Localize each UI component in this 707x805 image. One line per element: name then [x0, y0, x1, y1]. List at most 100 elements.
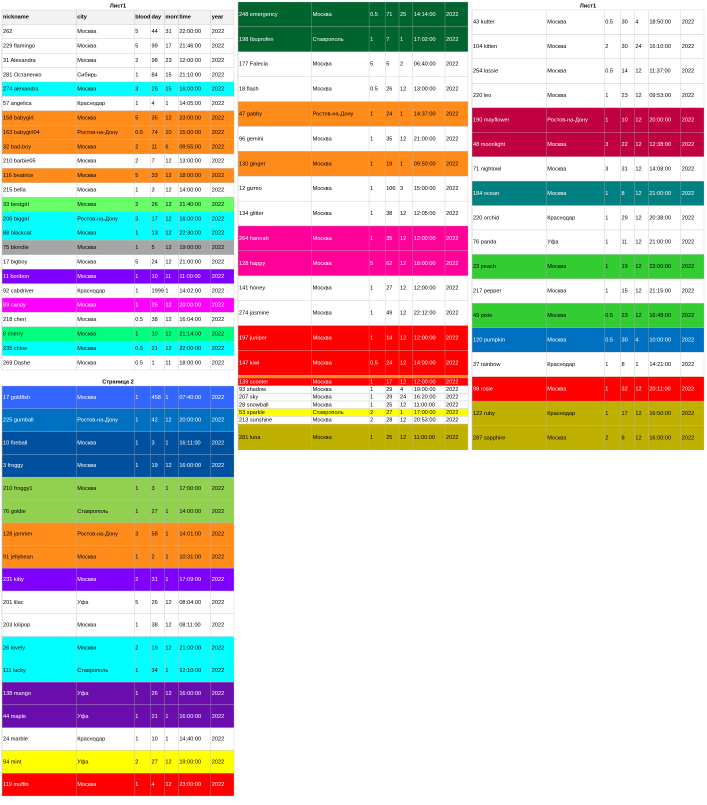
cell-text: 32 — [621, 386, 627, 392]
cell-text: 1 — [165, 509, 168, 515]
cell-text: 2022 — [212, 245, 224, 251]
cell-text: 184 ocean — [473, 191, 499, 197]
cell-text: 12 — [635, 313, 641, 319]
cell-text: 1 — [370, 186, 373, 192]
cell-text: 17 — [165, 43, 171, 49]
cell-text: 23 — [621, 313, 627, 319]
cell-text: 2022 — [212, 187, 224, 193]
cell-text: Москва — [77, 144, 97, 150]
cell-text: 12 — [400, 335, 406, 341]
row-fill — [237, 76, 469, 102]
cell-text: 12:00:00 — [414, 236, 436, 242]
cell-text: 8 — [621, 362, 624, 368]
cell-text: 217 pepper — [473, 289, 501, 295]
cell-text: 198 Ibuprofen — [239, 37, 274, 43]
cell-text: 229 flamingo — [3, 43, 35, 49]
cell-text: 1 — [400, 161, 403, 167]
cell-text: Москва — [77, 202, 97, 208]
row-fill — [471, 400, 705, 426]
cell-text: 147 kiwi — [239, 360, 259, 366]
cell-text: 2022 — [682, 362, 694, 368]
cell-text: 1 — [370, 379, 373, 385]
cell-text: 2022 — [212, 216, 224, 222]
cell-text: 12 — [635, 117, 641, 123]
cell-text: 287 sapphire — [473, 435, 505, 441]
cell-text: 12 — [400, 379, 406, 385]
cell-text: 19 — [621, 264, 627, 270]
cell-text: 11:00:00 — [414, 435, 435, 441]
cell-text: 15:00:00 — [414, 186, 436, 192]
cell-text: 203 lolipop — [3, 623, 30, 629]
cell-text: Москва — [313, 236, 333, 242]
cell-text: 2022 — [212, 130, 224, 136]
cell-text: 21:00:00 — [179, 259, 201, 265]
cell-text: 1 — [135, 395, 138, 401]
cell-text: 5 — [370, 261, 373, 267]
cell-text: 38 — [151, 317, 157, 323]
cell-text: 19:00:00 — [179, 759, 201, 765]
cell-text: Краснодар — [77, 101, 105, 107]
cell-text: 2022 — [682, 69, 694, 75]
cell-text: 2022 — [446, 161, 458, 167]
cell-text: Москва — [313, 360, 333, 366]
cell-text: 14:01:00 — [179, 532, 201, 538]
row-fill — [471, 376, 705, 402]
cell-text: 0.5 — [370, 87, 378, 93]
cell-text: 30 — [621, 337, 627, 343]
cell-text: Москва — [313, 12, 333, 18]
cell-text: 231 kitty — [3, 577, 24, 583]
cell-text: 2022 — [446, 12, 458, 18]
cell-text: 1 — [165, 668, 168, 674]
cell-text: 12 — [165, 245, 171, 251]
cell-text: 24 — [151, 259, 157, 265]
cell-text: 1 — [165, 440, 168, 446]
cell-text: 29 — [621, 215, 627, 221]
row-fill — [237, 200, 469, 227]
cell-text: 17 — [151, 216, 157, 222]
cell-text: 89 candy — [3, 303, 26, 309]
cell-text: 2022 — [212, 418, 224, 424]
cell-text: 2022 — [212, 600, 224, 606]
cell-text: Москва — [77, 43, 97, 49]
cell-text: 1 — [605, 386, 608, 392]
cell-text: 2022 — [682, 44, 694, 50]
cell-text: 12 — [165, 216, 171, 222]
cell-text: 2022 — [212, 360, 224, 366]
cell-text: 12 — [165, 317, 171, 323]
cell-text: 197 juniper — [239, 335, 267, 341]
cell-text: 2022 — [212, 486, 224, 492]
cell-text: 12 — [635, 411, 641, 417]
cell-text: 16:48:00 — [649, 313, 671, 319]
cell-text: 2 — [605, 435, 608, 441]
cell-text: 17:00:00 — [414, 410, 436, 416]
cell-text: 31 Alexandra — [3, 58, 37, 64]
cell-text: 116 beatrice — [3, 173, 33, 179]
cell-text: 5 — [386, 62, 389, 68]
cell-text: 13:00:00 — [179, 159, 201, 165]
cell-text: 1 — [400, 111, 403, 117]
cell-text: Ростов-на-Дону — [313, 111, 354, 117]
cell-text: Москва — [77, 782, 97, 788]
cell-text: 10:31:00 — [179, 554, 201, 560]
cell-text: 30 — [621, 44, 627, 50]
cell-text: 12 — [165, 645, 171, 651]
cell-text: 12 — [165, 173, 171, 179]
row-fill — [471, 352, 705, 377]
cell-text: Ставрополь — [313, 410, 344, 416]
cell-text: Ростов-на-Дону — [77, 532, 118, 538]
cell-text: 1 — [135, 331, 138, 337]
cell-text: 1 — [135, 509, 138, 515]
cell-text: 2 — [370, 410, 373, 416]
cell-text: 269 Dashe — [3, 360, 30, 366]
cell-text: Москва — [313, 402, 333, 408]
cell-text: Краснодар — [547, 215, 575, 221]
cell-text: 2 — [135, 144, 138, 150]
cell-text: Москва — [77, 173, 97, 179]
cell-text: 210 barbie05 — [3, 159, 36, 165]
cell-text: Краснодар — [547, 362, 575, 368]
cell-text: 21:15:00 — [649, 289, 671, 295]
cell-text: Москва — [77, 159, 97, 165]
cell-text: 21:00:00 — [179, 645, 201, 651]
cell-text: 11 — [151, 144, 157, 150]
cell-text: Уфа — [77, 691, 89, 697]
